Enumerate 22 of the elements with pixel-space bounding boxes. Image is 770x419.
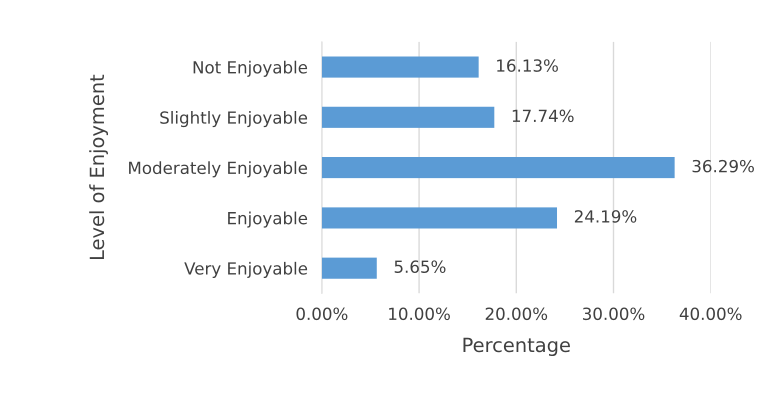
y-tick-label: Enjoyable: [228, 212, 308, 228]
data-label: 5.65%: [394, 260, 446, 273]
bar: [322, 106, 494, 128]
x-tick-label: 10.00%: [389, 307, 450, 320]
bar: [322, 56, 479, 78]
data-label: 17.74%: [512, 110, 574, 122]
bar: [322, 157, 675, 178]
data-label: 36.29%: [692, 160, 754, 172]
data-label: 16.13%: [497, 59, 558, 72]
y-tick-label: Not Enjoyable: [194, 60, 308, 77]
y-tick-label: Very Enjoyable: [184, 262, 308, 278]
x-tick-label: 20.00%: [486, 307, 548, 320]
x-tick-label: 30.00%: [582, 307, 644, 320]
y-tick-label: Slightly Enjoyable: [160, 110, 308, 128]
data-label: 24.19%: [574, 210, 636, 223]
bar: [322, 207, 558, 228]
y-axis-title: Level of Enjoyment: [89, 74, 108, 260]
y-tick-label: Moderately Enjoyable: [129, 161, 308, 178]
x-tick-label: 40.00%: [680, 307, 742, 320]
x-axis-title: Percentage: [464, 338, 570, 356]
x-tick-label: 0.00%: [296, 307, 348, 320]
bar: [322, 258, 377, 279]
